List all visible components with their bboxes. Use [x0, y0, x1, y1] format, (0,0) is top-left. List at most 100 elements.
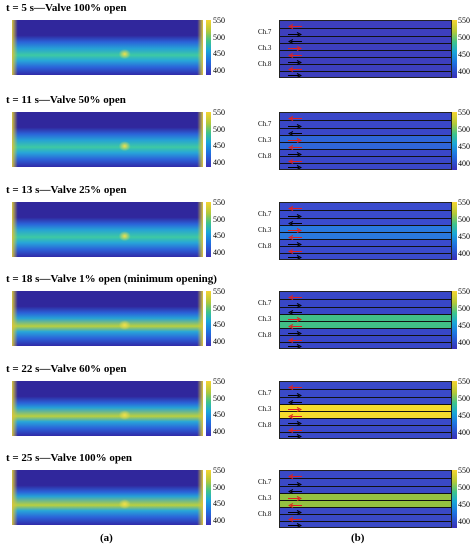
flow-arrow-icon — [288, 145, 302, 150]
flow-arrow-icon — [288, 255, 302, 259]
channel-schematic — [279, 381, 452, 439]
channel-divider — [280, 521, 451, 522]
colorbar-tick-label: 400 — [213, 157, 225, 167]
channel-label: Ch.8 — [258, 510, 272, 518]
colorbar-a — [206, 112, 211, 167]
flow-arrow-icon — [288, 482, 302, 487]
channel-label: Ch.8 — [258, 242, 272, 250]
flow-arrow-icon — [288, 138, 302, 143]
colorbar-tick-label: 550 — [458, 287, 470, 296]
flow-arrow-icon — [288, 338, 302, 343]
colorbar-tick-label: 500 — [458, 125, 470, 134]
flow-arrow-icon — [288, 214, 302, 219]
channel-schematic — [279, 20, 452, 78]
channel-divider — [280, 404, 451, 405]
flow-arrow-icon — [288, 474, 302, 479]
colorbar-b — [452, 291, 457, 349]
colorbar-tick-label: 450 — [458, 232, 470, 241]
flow-arrow-icon — [288, 393, 302, 398]
row-title: t = 18 s—Valve 1% open (minimum opening) — [6, 273, 217, 285]
channel-schematic — [279, 202, 452, 260]
channel-divider — [280, 418, 451, 419]
flow-arrow-icon — [288, 206, 302, 211]
flow-arrow-icon — [288, 496, 302, 501]
thermal-image — [12, 202, 203, 257]
flow-arrow-icon — [288, 295, 302, 300]
colorbar-tick-label: 400 — [213, 336, 225, 346]
colorbar-tick-label: 400 — [458, 517, 470, 526]
thermal-image — [12, 112, 203, 167]
channel-label: Ch.7 — [258, 28, 272, 36]
colorbar-tick-label: 550 — [213, 377, 225, 386]
colorbar-tick-label: 450 — [458, 50, 470, 59]
flow-arrow-icon — [288, 510, 302, 515]
row-title: t = 13 s—Valve 25% open — [6, 184, 127, 196]
channel-schematic — [279, 291, 452, 349]
flow-arrow-icon — [288, 303, 302, 308]
colorbar-tick-label: 450 — [213, 410, 225, 419]
colorbar-a — [206, 20, 211, 75]
channel-label: Ch.7 — [258, 478, 272, 486]
channel-label: Ch.3 — [258, 494, 272, 502]
flow-arrow-icon — [288, 503, 302, 508]
channel-divider — [280, 507, 451, 508]
thermal-image — [12, 291, 203, 346]
colorbar-tick-label: 550 — [213, 198, 225, 207]
colorbar-tick-label: 550 — [458, 466, 470, 475]
channel-divider — [280, 135, 451, 136]
channel-divider — [280, 156, 451, 157]
colorbar-b — [452, 202, 457, 260]
colorbar-tick-label: 500 — [213, 482, 225, 492]
flow-arrow-icon — [288, 344, 302, 348]
flow-arrow-icon — [288, 428, 302, 433]
channel-divider — [280, 389, 451, 390]
channel-label: Ch.7 — [258, 120, 272, 128]
channel-divider — [280, 493, 451, 494]
channel-divider — [280, 307, 451, 308]
colorbar-tick-label: 450 — [458, 142, 470, 151]
flow-arrow-icon — [288, 53, 302, 58]
channel-divider — [280, 71, 451, 72]
colorbar-b — [452, 381, 457, 439]
colorbar-tick-label: 500 — [458, 33, 470, 42]
colorbar-tick-label: 400 — [213, 426, 225, 436]
channel-divider — [280, 218, 451, 219]
channel-label: Ch.8 — [258, 421, 272, 429]
channel-divider — [280, 500, 451, 501]
colorbar-tick-label: 500 — [458, 215, 470, 224]
channel-divider — [280, 342, 451, 343]
flow-arrow-icon — [288, 414, 302, 419]
colorbar-tick-label: 550 — [213, 108, 225, 117]
flow-arrow-icon — [288, 421, 302, 426]
colorbar-tick-label: 450 — [213, 499, 225, 508]
thermal-image — [12, 381, 203, 436]
flow-arrow-icon — [288, 407, 302, 412]
colorbar-tick-label: 500 — [458, 483, 470, 492]
channel-divider — [280, 50, 451, 51]
channel-divider — [280, 239, 451, 240]
colorbar-tick-label: 550 — [213, 287, 225, 296]
channel-label: Ch.8 — [258, 331, 272, 339]
channel-label: Ch.3 — [258, 405, 272, 413]
channel-divider — [280, 43, 451, 44]
channel-label: Ch.3 — [258, 315, 272, 323]
channel-label: Ch.3 — [258, 226, 272, 234]
colorbar-tick-label: 500 — [213, 32, 225, 42]
colorbar-b — [452, 470, 457, 528]
colorbar-tick-label: 400 — [213, 65, 225, 75]
flow-arrow-icon — [288, 159, 302, 164]
channel-label: Ch.3 — [258, 136, 272, 144]
colorbar-tick-label: 400 — [458, 249, 470, 258]
flow-arrow-icon — [288, 249, 302, 254]
row-title: t = 11 s—Valve 50% open — [6, 94, 126, 106]
colorbar-tick-label: 500 — [213, 303, 225, 313]
colorbar-tick-label: 550 — [213, 16, 225, 25]
channel-divider — [280, 163, 451, 164]
caption-a: (a) — [100, 532, 113, 544]
colorbar-a — [206, 291, 211, 346]
flow-arrow-icon — [288, 60, 302, 65]
flow-arrow-icon — [288, 517, 302, 522]
channel-divider — [280, 425, 451, 426]
flow-arrow-icon — [288, 324, 302, 329]
channel-label: Ch.8 — [258, 152, 272, 160]
